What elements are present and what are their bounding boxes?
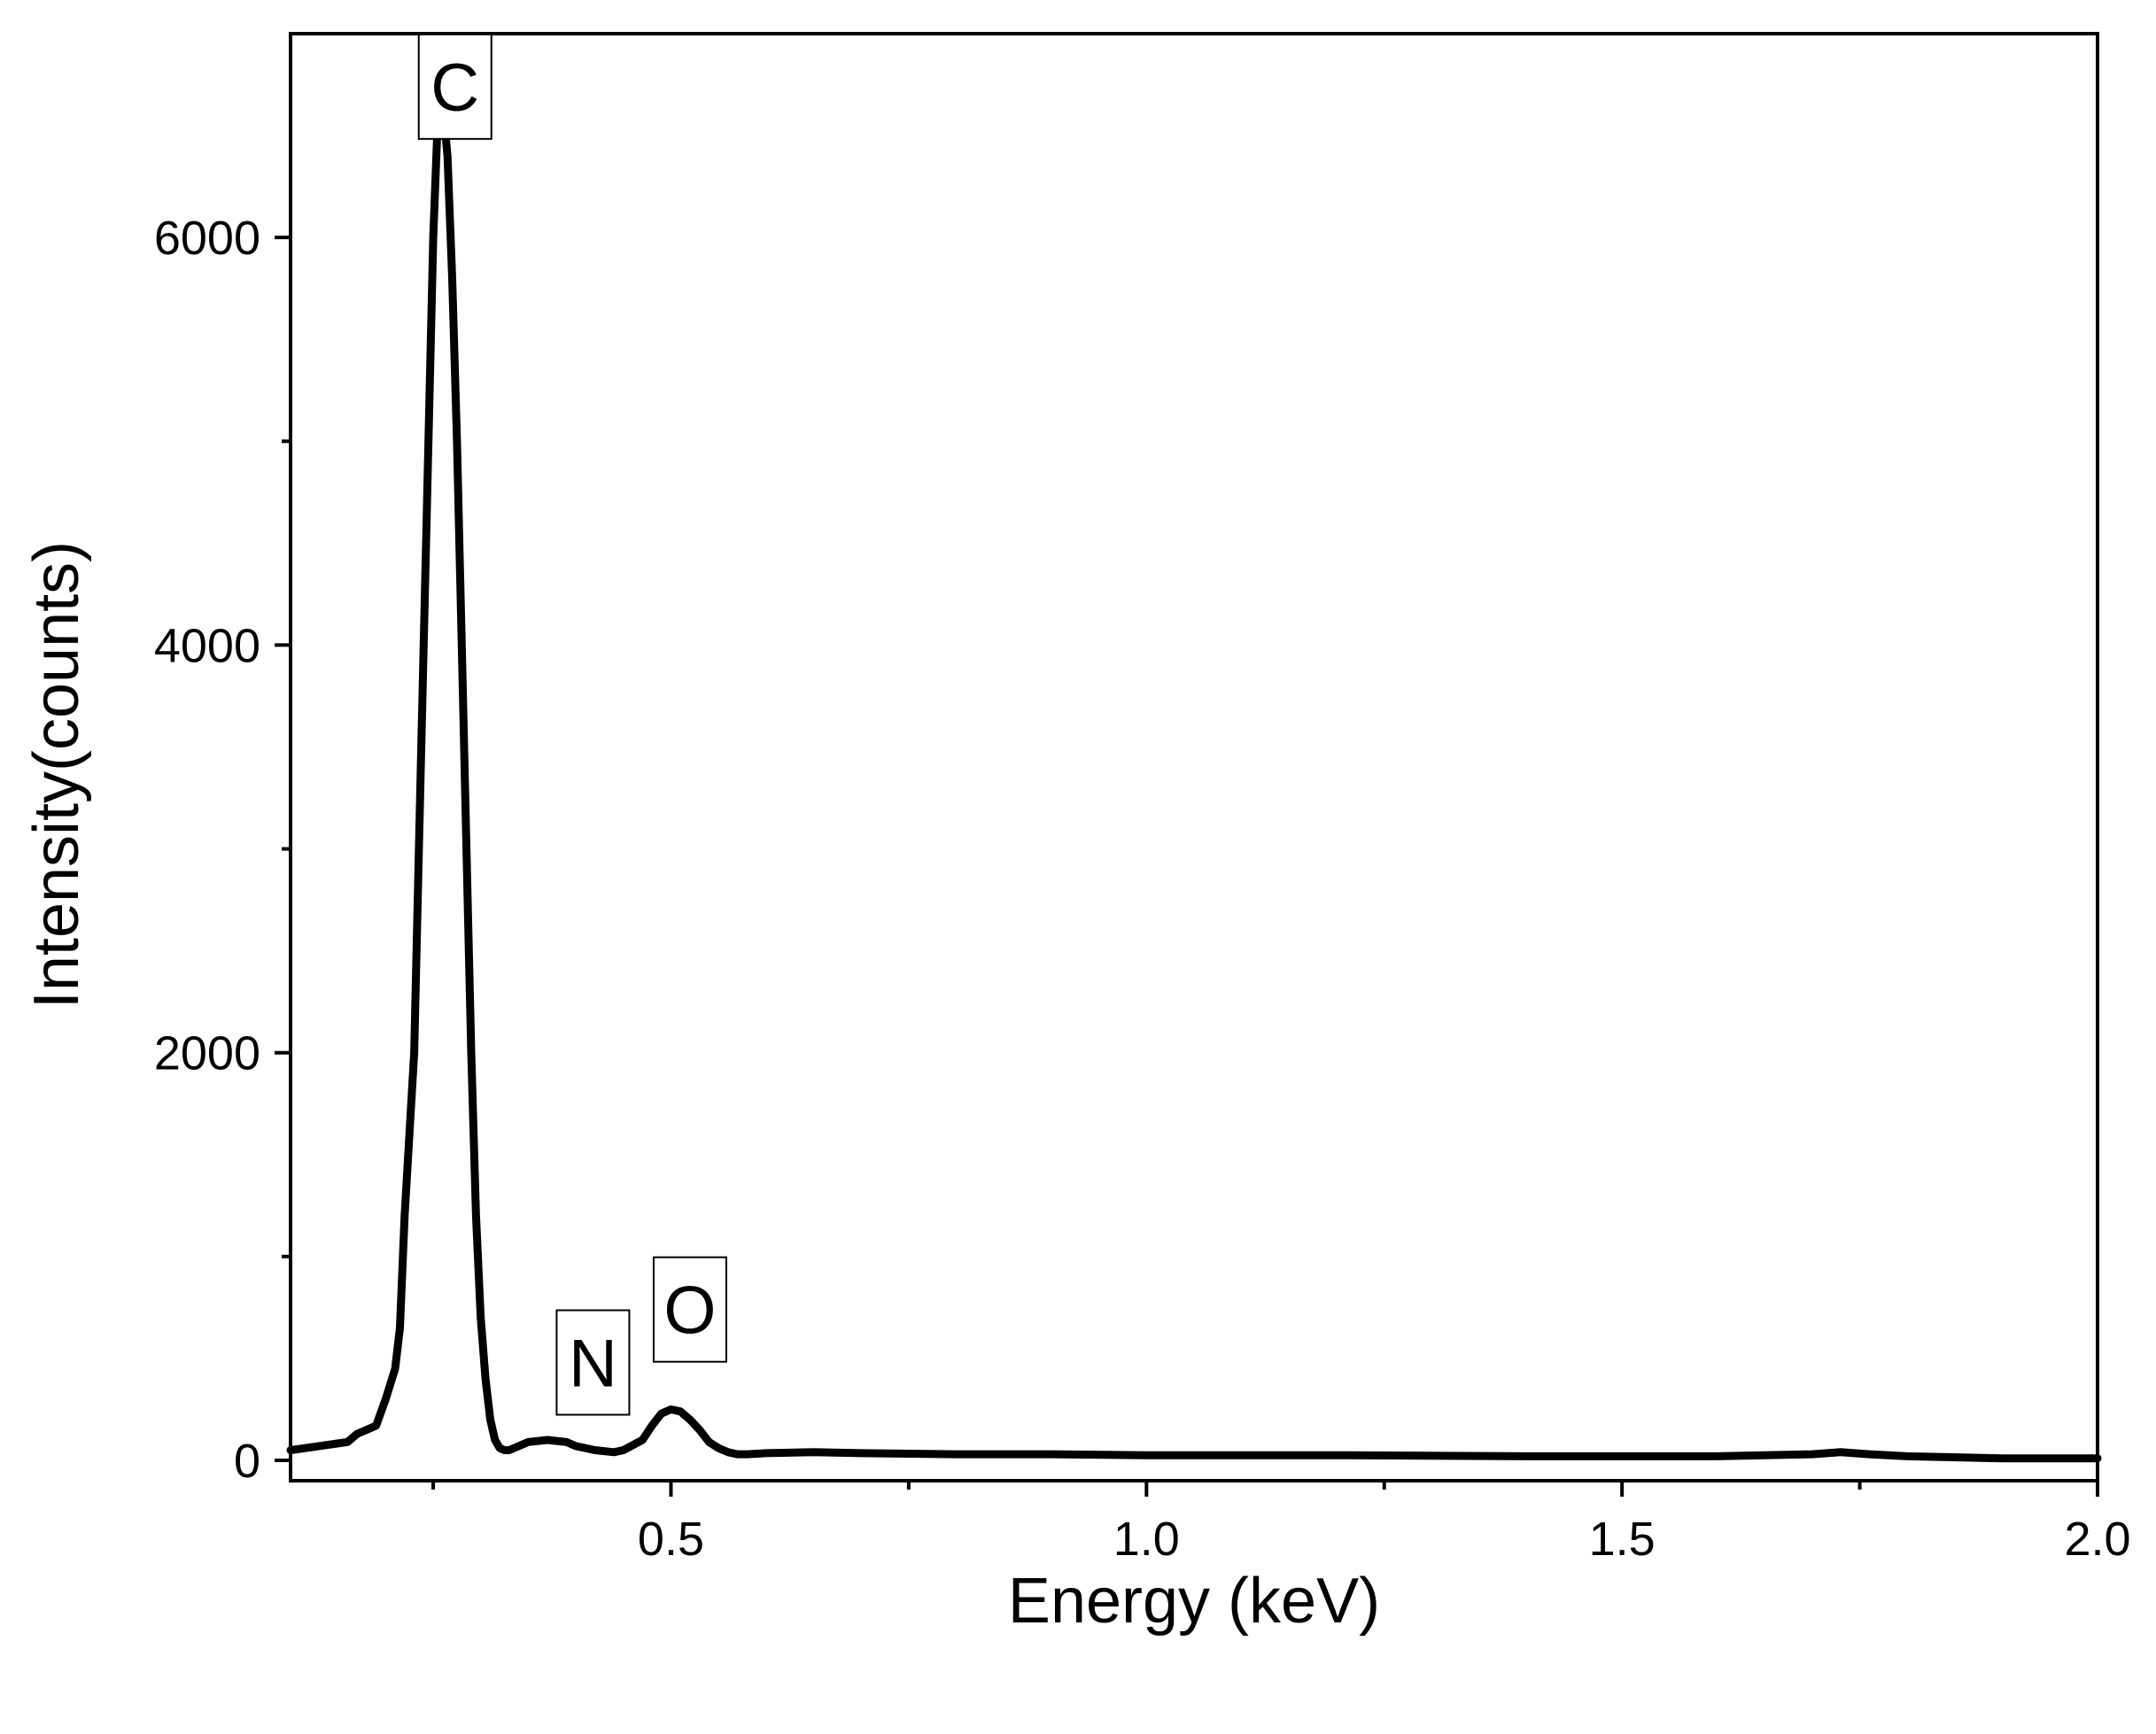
x-tick-label: 2.0	[2064, 1513, 2130, 1566]
peak-annotations: C NO	[417, 33, 727, 1416]
peak-label-o: O	[652, 1256, 727, 1363]
peak-label-box	[417, 33, 492, 140]
plot-frame	[289, 32, 2099, 1482]
spectrum-line	[286, 101, 2102, 1463]
x-tick-label: 0.5	[638, 1513, 704, 1566]
peak-label-box	[652, 1256, 727, 1363]
peak-label-box	[555, 1309, 631, 1416]
y-tick-label: 4000	[154, 619, 260, 672]
y-axis: 0 2000 4000 6000	[154, 212, 291, 1488]
x-tick-label: 1.5	[1589, 1513, 1656, 1566]
peak-label-n: N	[555, 1309, 631, 1416]
x-tick-label: 1.0	[1113, 1513, 1180, 1566]
x-axis-title: Energy (keV)	[1008, 1566, 1380, 1637]
y-tick-label: 0	[234, 1435, 260, 1488]
peak-label-text: O	[663, 1273, 716, 1349]
plot-area	[289, 32, 2099, 1482]
y-axis-title: Intensity(counts)	[21, 541, 92, 1009]
peak-label-text: C	[430, 50, 479, 126]
peak-label-text: N	[569, 1327, 617, 1402]
y-tick-label: 2000	[154, 1027, 260, 1080]
chart-marks	[286, 101, 2102, 1463]
x-axis: 0.5 1.0 1.5 2.0	[431, 1481, 2131, 1566]
peak-label-c: C	[417, 33, 492, 140]
y-tick-label: 6000	[154, 212, 260, 265]
